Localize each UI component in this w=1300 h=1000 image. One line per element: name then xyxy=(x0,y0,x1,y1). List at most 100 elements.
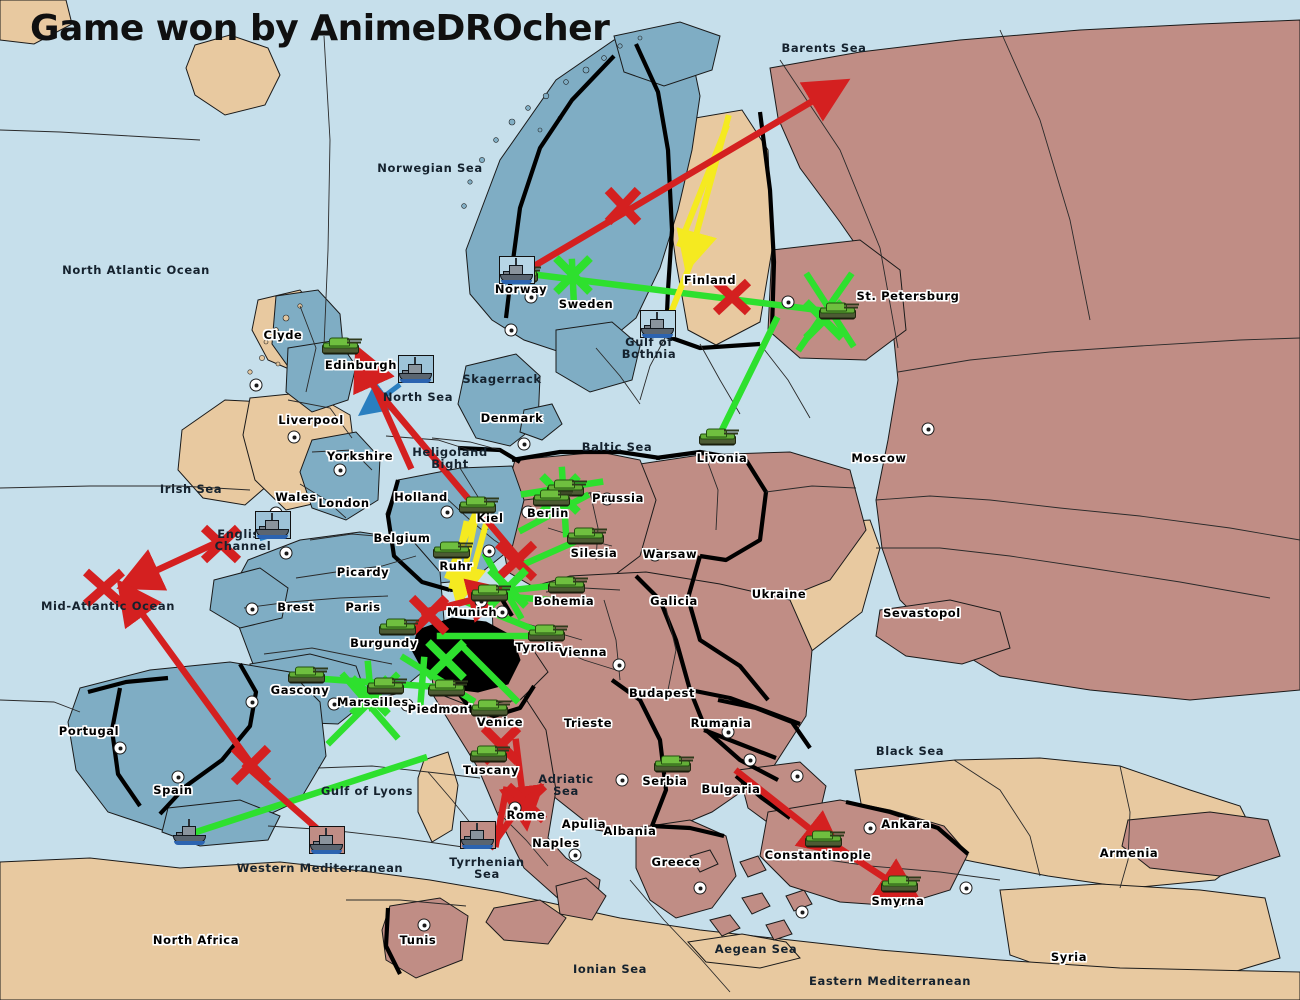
supply-center-icon xyxy=(333,463,347,477)
army-burgundy-icon[interactable] xyxy=(377,615,419,638)
province-label-constantinople: Constantinople xyxy=(764,847,872,862)
province-label-tyrolia: Tyrolia xyxy=(515,639,563,654)
supply-center-icon xyxy=(327,697,341,711)
sea-label-western-mediterranean: Western Mediterranean xyxy=(236,860,404,875)
sea-label-tyrrhenian-sea: Tyrrhenian Sea xyxy=(449,854,525,881)
province-label-serbia: Serbia xyxy=(642,773,688,788)
supply-center-icon xyxy=(524,290,538,304)
province-label-albania: Albania xyxy=(603,823,657,838)
tank-barrel xyxy=(558,490,573,493)
supply-center-icon xyxy=(517,437,531,451)
army-bohemia-icon[interactable] xyxy=(546,573,588,596)
province-label-syria: Syria xyxy=(1050,949,1088,964)
tank-barrel xyxy=(496,700,511,703)
tank-barrel xyxy=(592,528,607,531)
tank-barrel-2 xyxy=(347,341,361,344)
sea-label-mid-atlantic-ocean: Mid-Atlantic Ocean xyxy=(40,598,176,613)
supply-center-icon xyxy=(249,378,263,392)
supply-center-icon xyxy=(245,695,259,709)
province-label-vienna: Vienna xyxy=(558,644,608,659)
tank-barrel xyxy=(458,542,473,545)
fleet-western-mediterranean-icon[interactable] xyxy=(307,826,347,858)
sea-label-norwegian-sea: Norwegian Sea xyxy=(377,160,483,175)
supply-center-icon xyxy=(482,544,496,558)
army-ruhr-icon[interactable] xyxy=(431,538,473,561)
province-label-liverpool: Liverpool xyxy=(278,412,344,427)
tank-barrel xyxy=(844,303,859,306)
ship-mast xyxy=(188,819,190,828)
army-gascony-icon[interactable] xyxy=(286,663,328,686)
ship-mast xyxy=(414,357,416,366)
army-munich-icon[interactable] xyxy=(469,581,511,604)
province-label-trieste: Trieste xyxy=(563,715,613,730)
province-label-venice: Venice xyxy=(476,714,524,729)
fleet-gulf-of-bothnia-icon[interactable] xyxy=(638,310,678,342)
province-label-ukraine: Ukraine xyxy=(751,586,807,601)
sea-label-adriatic-sea: Adriatic Sea xyxy=(538,771,594,798)
tank-barrel-2 xyxy=(572,483,586,486)
tank-barrel-2 xyxy=(484,500,498,503)
fleet-spain-south-coast-icon[interactable] xyxy=(170,817,210,849)
fleet-norway-icon[interactable] xyxy=(497,256,537,288)
army-tuscany-icon[interactable] xyxy=(468,742,510,765)
army-berlin-icon[interactable] xyxy=(531,486,573,509)
province-label-wales: Wales xyxy=(275,489,317,504)
supply-center-icon xyxy=(495,605,509,619)
army-tyrolia-icon[interactable] xyxy=(526,621,568,644)
province-label-bulgaria: Bulgaria xyxy=(701,781,761,796)
province-label-warsaw: Warsaw xyxy=(642,546,698,561)
tank-barrel xyxy=(830,831,845,834)
province-label-sevastopol: Sevastopol xyxy=(883,605,961,620)
province-label-munich: Munich xyxy=(446,604,498,619)
ship-mast xyxy=(271,513,273,522)
army-livonia-icon[interactable] xyxy=(697,425,739,448)
province-label-tunis: Tunis xyxy=(399,932,437,947)
army-kiel-icon[interactable] xyxy=(457,493,499,516)
tank-barrel-2 xyxy=(392,681,406,684)
tank-barrel xyxy=(906,876,921,879)
fleet-english-channel-icon[interactable] xyxy=(253,511,293,543)
province-label-norway: Norway xyxy=(494,281,548,296)
tank-barrel xyxy=(404,619,419,622)
province-label-clyde: Clyde xyxy=(263,327,303,342)
army-venice-icon[interactable] xyxy=(469,696,511,719)
supply-center-icon xyxy=(921,422,935,436)
fleet-tyrrhenian-sea-icon[interactable] xyxy=(458,821,498,853)
province-label-ruhr: Ruhr xyxy=(439,558,473,573)
supply-center-icon xyxy=(600,492,614,506)
tank-barrel-2 xyxy=(404,622,418,625)
supply-center-icon xyxy=(521,505,535,519)
province-label-prussia: Prussia xyxy=(592,490,644,505)
tank-barrel xyxy=(484,497,499,500)
sea-label-gulf-of-lyons: Gulf of Lyons xyxy=(320,783,414,798)
province-label-tuscany: Tuscany xyxy=(462,762,520,777)
province-label-marseilles: Marseilles xyxy=(337,694,409,709)
province-label-st-petersburg: St. Petersburg xyxy=(856,288,960,303)
army-piedmont-icon[interactable] xyxy=(426,676,468,699)
sea-label-north-sea: North Sea xyxy=(382,389,454,404)
army-smyrna-icon[interactable] xyxy=(879,872,921,895)
tank-barrel-2 xyxy=(830,834,844,837)
tank-barrel-2 xyxy=(458,545,472,548)
tank-barrel xyxy=(453,680,468,683)
army-marseilles-icon[interactable] xyxy=(365,674,407,697)
supply-center-icon xyxy=(781,295,795,309)
province-label-ankara: Ankara xyxy=(881,816,931,831)
supply-center-icon xyxy=(648,548,662,562)
province-label-belgium: Belgium xyxy=(373,530,431,545)
army-clyde-edinburgh-icon[interactable] xyxy=(320,334,362,357)
army-silesia-icon[interactable] xyxy=(565,524,607,547)
ship-waterline xyxy=(462,845,493,849)
sea-label-skagerrack: Skagerrack xyxy=(462,371,542,386)
army-serbia-icon[interactable] xyxy=(652,752,694,775)
tank-barrel xyxy=(553,625,568,628)
army-constantinople-icon[interactable] xyxy=(803,827,845,850)
tank-barrel xyxy=(573,577,588,580)
province-label-finland: Finland xyxy=(683,272,737,287)
fleet-north-sea-icon[interactable] xyxy=(396,355,436,387)
army-st-petersburg-icon[interactable] xyxy=(817,299,859,322)
tank-barrel xyxy=(496,585,511,588)
tank-barrel-2 xyxy=(496,588,510,591)
supply-center-icon xyxy=(959,881,973,895)
sea-label-north-atlantic-ocean: North Atlantic Ocean xyxy=(62,262,210,277)
